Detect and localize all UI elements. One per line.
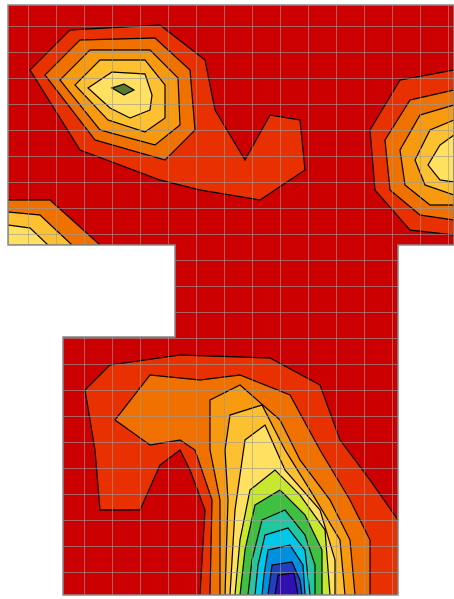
domain-outline — [7, 4, 454, 596]
